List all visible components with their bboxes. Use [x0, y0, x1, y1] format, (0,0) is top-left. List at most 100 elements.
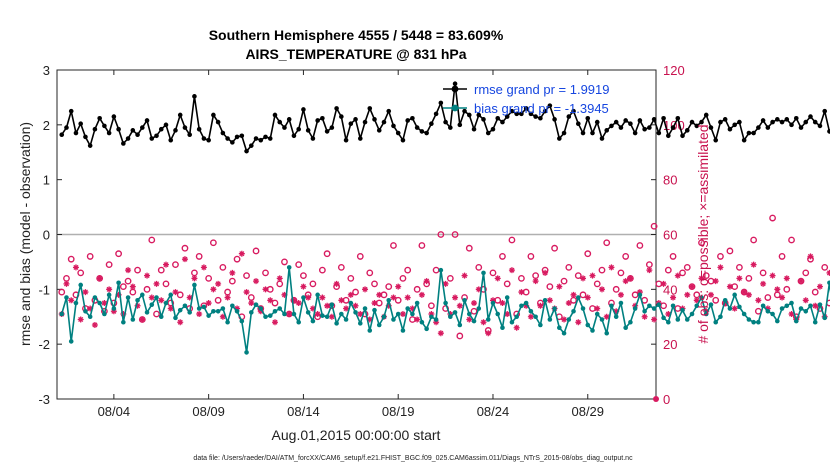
- bias-point: [357, 321, 363, 326]
- obs-assimilated-point: [210, 286, 217, 293]
- bias-point: [106, 292, 112, 298]
- bias-point: [367, 328, 373, 333]
- obs-assimilated-point: [816, 283, 823, 290]
- obs-possible-point: [717, 253, 724, 260]
- bias-point: [225, 319, 230, 325]
- obs-possible-point: [783, 285, 791, 293]
- obs-assimilated-point: [594, 305, 601, 312]
- bias-point: [64, 295, 69, 300]
- bias-point: [732, 292, 737, 298]
- obs-assimilated-point: [471, 300, 478, 307]
- obs-assimilated-point: [253, 278, 260, 285]
- rmse-point: [320, 115, 325, 121]
- obs-possible-point: [172, 261, 179, 269]
- obs-possible-point: [769, 214, 776, 222]
- footnote: data file: /Users/raeder/DAI/ATM_forcXX/…: [193, 455, 633, 462]
- bias-point: [211, 308, 216, 314]
- bias-point: [376, 322, 382, 328]
- bias-point: [466, 311, 472, 317]
- rmse-point: [604, 128, 610, 133]
- bias-point: [163, 300, 169, 306]
- rmse-point: [173, 128, 178, 133]
- bias-point: [760, 303, 766, 309]
- obs-assimilated-point: [347, 291, 354, 298]
- rmse-point: [675, 115, 681, 121]
- bias-point: [116, 280, 121, 286]
- bias-point: [500, 325, 505, 331]
- bias-point: [130, 317, 136, 322]
- rmse-point: [585, 115, 591, 121]
- bias-point: [267, 313, 273, 318]
- obs-possible-point: [446, 274, 454, 282]
- obs-assimilated-point: [376, 291, 383, 298]
- rmse-point: [509, 108, 515, 114]
- obs-possible-point: [712, 296, 720, 304]
- obs-assimilated-point: [125, 267, 132, 274]
- obs-possible-point: [176, 291, 184, 299]
- obs-assimilated-point: [660, 280, 667, 287]
- rmse-point: [68, 108, 74, 114]
- obs-assimilated-point: [418, 291, 425, 298]
- rmse-point: [651, 117, 657, 122]
- rmse-point: [756, 125, 761, 130]
- obs-possible-point: [209, 239, 217, 247]
- rmse-point: [637, 118, 643, 123]
- obs-possible-point: [617, 269, 625, 277]
- x-tick-label: 08/14: [287, 404, 320, 419]
- obs-assimilated-point: [139, 316, 146, 323]
- obs-assimilated-point: [627, 275, 634, 282]
- obs-assimilated-point: [546, 297, 553, 304]
- rmse-point: [485, 130, 491, 136]
- obs-assimilated-point: [200, 264, 207, 271]
- bias-point: [571, 308, 576, 314]
- obs-assimilated-point: [106, 286, 113, 293]
- obs-assimilated-point: [281, 291, 288, 298]
- rmse-point: [253, 136, 259, 141]
- bias-point: [504, 295, 510, 300]
- rmse-point: [339, 114, 344, 119]
- bias-point: [651, 306, 657, 311]
- obs-possible-point: [300, 272, 307, 280]
- bias-point: [334, 321, 339, 326]
- rmse-point: [443, 119, 448, 125]
- obs-assimilated-point: [779, 294, 786, 301]
- bias-point: [263, 314, 268, 320]
- obs-assimilated-point: [271, 319, 278, 326]
- legend-bias-marker: [451, 104, 459, 112]
- obs-assimilated-point: [333, 280, 340, 287]
- obs-possible-point: [811, 288, 819, 296]
- obs-assimilated-point: [290, 297, 297, 304]
- bias-point: [97, 300, 102, 306]
- bias-point: [192, 282, 197, 288]
- bias-point: [452, 310, 458, 315]
- bias-point: [296, 319, 301, 325]
- obs-possible-point: [821, 263, 829, 271]
- rmse-point: [362, 119, 368, 125]
- rmse-point: [258, 137, 264, 143]
- rmse-point: [765, 125, 771, 130]
- rmse-point: [500, 119, 505, 125]
- y-right-tick-label: 60: [663, 228, 677, 243]
- obs-possible-point: [551, 244, 558, 252]
- obs-possible-point: [698, 239, 705, 247]
- bias-point: [320, 313, 325, 318]
- obs-assimilated-point: [565, 300, 572, 307]
- bias-point: [756, 319, 761, 325]
- rmse-point: [481, 117, 486, 122]
- rmse-point: [670, 125, 676, 130]
- obs-assimilated-point: [608, 264, 615, 271]
- bias-point: [362, 306, 368, 311]
- obs-possible-point: [205, 274, 213, 282]
- obs-assimilated-point: [234, 305, 241, 312]
- obs-possible-point: [750, 236, 758, 244]
- bias-point: [291, 311, 297, 317]
- obs-assimilated-point: [399, 311, 406, 318]
- rmse-point: [571, 108, 576, 114]
- obs-possible-point: [451, 231, 459, 238]
- obs-assimilated-point: [561, 316, 568, 323]
- bias-point: [372, 307, 377, 313]
- obs-possible-point: [598, 266, 606, 274]
- rmse-point: [163, 122, 169, 128]
- obs-assimilated-point: [338, 297, 345, 304]
- obs-assimilated-point: [480, 319, 487, 326]
